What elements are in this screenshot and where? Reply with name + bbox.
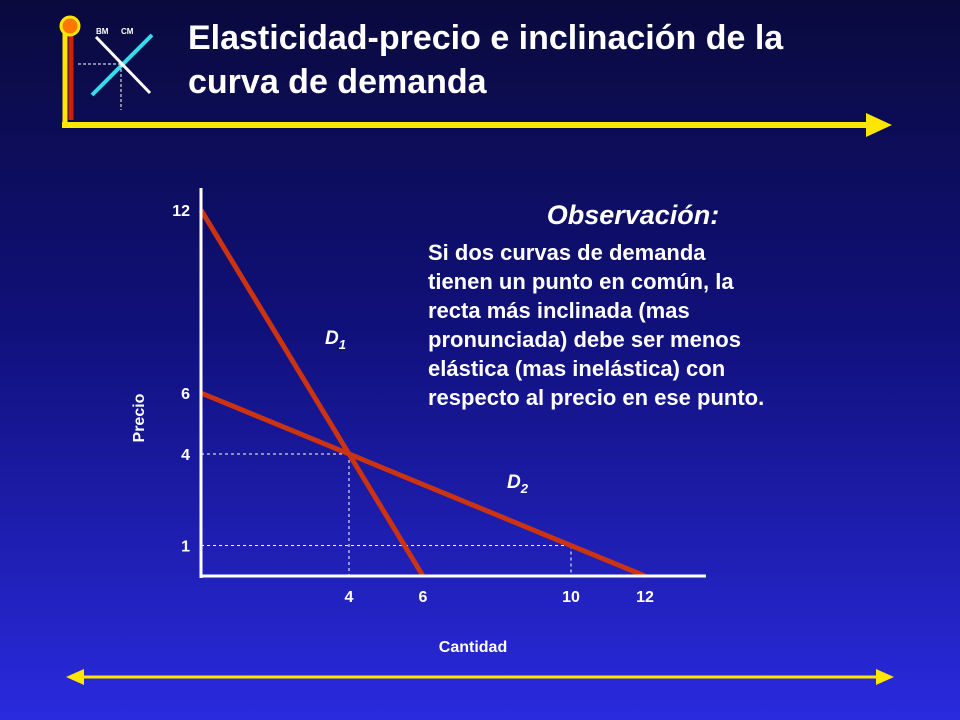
observation-line: pronunciada) debe ser menos [428, 327, 741, 352]
observation-line: Si dos curvas de demanda [428, 240, 706, 265]
demand-curve-d1 [198, 208, 426, 578]
x-tick-label: 6 [419, 589, 428, 606]
logo-dot-icon [59, 15, 81, 37]
demand-curve-d2 [200, 390, 646, 579]
y-tick-label: 1 [181, 539, 190, 556]
x-tick-label: 4 [345, 589, 354, 606]
observation-line: elástica (mas inelástica) con [428, 356, 726, 381]
x-tick-label: 10 [562, 589, 580, 606]
curve-label-subscript: 2 [520, 481, 529, 496]
observation-title: Observación: [546, 200, 720, 230]
y-tick-label: 12 [172, 203, 190, 220]
curve-label-d2: D2 [507, 472, 529, 496]
observation-line: tienen un punto en común, la [428, 269, 734, 294]
logo-label-bm: BM [96, 27, 109, 36]
logo-cross-white [94, 35, 152, 95]
curve-label-d1: D1 [325, 328, 346, 352]
observation-line: recta más inclinada (mas [428, 298, 690, 323]
x-axis-label: Cantidad [439, 639, 507, 656]
observation-line: respecto al precio en ese punto. [428, 385, 765, 410]
curve-label-subscript: 1 [339, 337, 346, 352]
y-tick-label: 4 [181, 447, 190, 464]
page-title-line: curva de demanda [188, 63, 487, 101]
x-tick-label: 12 [636, 589, 654, 606]
header-arrow-head-icon [866, 113, 892, 137]
y-tick-label: 6 [181, 386, 190, 403]
observation-text: Si dos curvas de demanda tienen un punto… [428, 238, 868, 412]
footer-arrow-left-icon [66, 669, 84, 685]
y-axis-label: Precio [131, 393, 148, 442]
logo-label-cm: CM [121, 27, 134, 36]
page-title: Elasticidad-precio e inclinación de la c… [188, 16, 908, 104]
page-title-line: Elasticidad-precio e inclinación de la [188, 19, 784, 57]
footer-arrow-right-icon [876, 669, 894, 685]
